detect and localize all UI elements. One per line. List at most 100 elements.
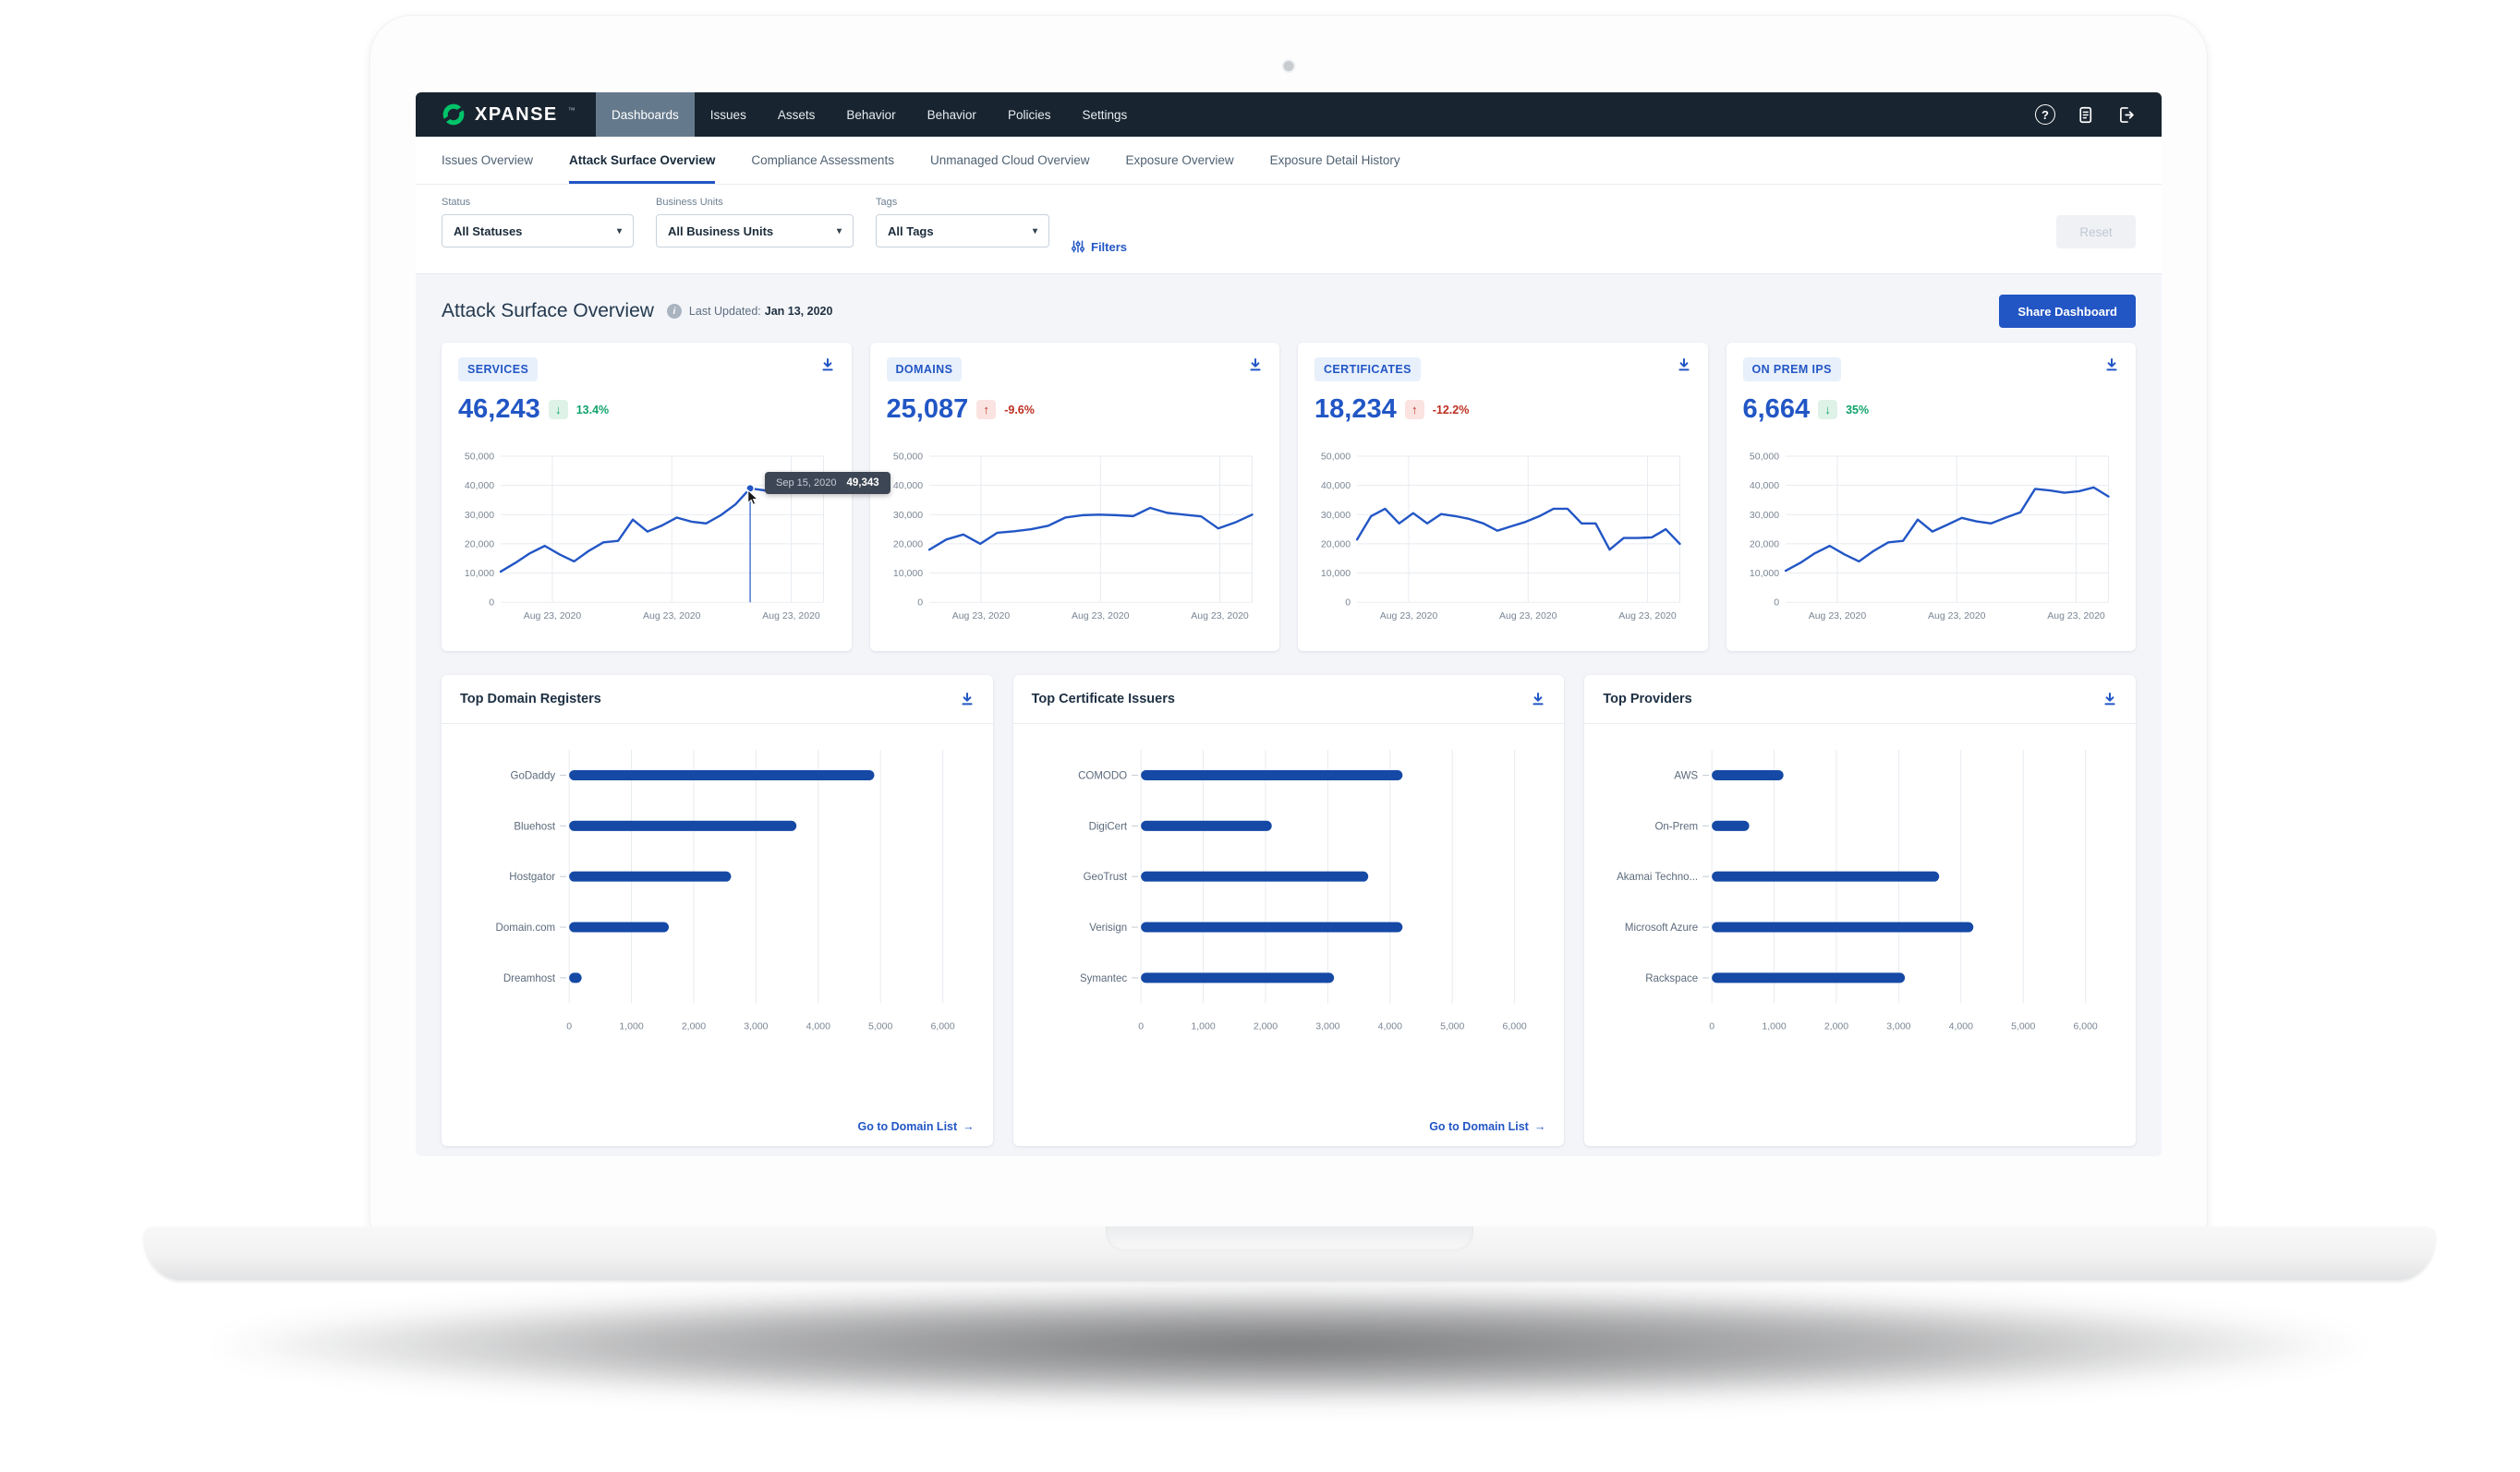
svg-text:Bluehost: Bluehost [514,821,556,832]
svg-text:20,000: 20,000 [465,538,494,549]
nav-item-settings[interactable]: Settings [1082,107,1128,122]
kpi-card-services: SERVICES 46,243 ↓ 13.4% Aug 23, 2020 Aug … [442,343,890,651]
svg-text:10,000: 10,000 [465,568,494,579]
kpi-label: CERTIFICATES [1315,357,1421,381]
download-icon[interactable] [960,692,975,706]
svg-text:40,000: 40,000 [892,480,922,491]
svg-text:Rackspace: Rackspace [1646,973,1699,984]
status-dropdown[interactable]: All Statuses ▾ [442,214,634,247]
sliders-icon [1072,240,1084,253]
dashboard-tabs: Issues Overview Attack Surface Overview … [416,137,2162,185]
svg-text:Symantec: Symantec [1080,973,1127,984]
chart-tooltip: Sep 15, 2020 49,343 [765,472,890,494]
nav-item-policies[interactable]: Policies [1007,107,1051,122]
kpi-delta: -12.2% [1432,403,1470,416]
mouse-cursor-icon [744,489,761,506]
info-icon[interactable]: i [666,304,682,319]
kpi-label: DOMAINS [886,357,963,381]
nav-item-dashboards[interactable]: Dashboards [596,92,695,137]
svg-text:Aug 23, 2020: Aug 23, 2020 [1072,610,1130,621]
svg-text:4,000: 4,000 [806,1020,830,1032]
on-prem-ips-trend-chart[interactable]: Aug 23, 2020 Aug 23, 2020 Aug 23, 2020 50,0… [1743,449,2120,624]
arrow-right-icon: → [963,1120,975,1133]
download-icon[interactable] [1677,357,1691,372]
tab-attack-surface-overview[interactable]: Attack Surface Overview [569,137,716,184]
svg-text:Hostgator: Hostgator [509,872,555,883]
download-icon[interactable] [2102,692,2117,706]
tab-unmanaged-cloud-overview[interactable]: Unmanaged Cloud Overview [929,153,1090,167]
nav-item-issues[interactable]: Issues [709,107,746,122]
svg-text:20,000: 20,000 [1749,538,1778,549]
card-title: Top Certificate Issuers [1031,692,1175,706]
business-units-dropdown[interactable]: All Business Units ▾ [656,214,854,247]
svg-text:6,000: 6,000 [930,1020,954,1032]
nav-item-assets[interactable]: Assets [777,107,816,122]
domains-trend-chart[interactable]: Aug 23, 2020 Aug 23, 2020 Aug 23, 2020 50,0… [887,449,1264,624]
kpi-label: SERVICES [458,357,539,381]
svg-text:30,000: 30,000 [892,510,922,521]
download-icon[interactable] [820,357,835,372]
certificates-trend-chart[interactable]: Aug 23, 2020 Aug 23, 2020 Aug 23, 2020 50,0… [1315,449,1691,624]
download-icon[interactable] [1248,357,1263,372]
kpi-card-domains: DOMAINS 25,087 ↑ -9.6% Aug 23, 2020 Aug 2… [869,343,1279,651]
brand-name: XPANSE [475,103,558,125]
page-title: Attack Surface Overview [442,300,654,321]
go-to-domain-list-link[interactable]: Go to Domain List → [1429,1120,1546,1133]
download-icon[interactable] [2104,357,2119,372]
laptop-base-notch [1106,1226,1473,1251]
svg-text:Aug 23, 2020: Aug 23, 2020 [1618,610,1677,621]
svg-text:2,000: 2,000 [1824,1020,1848,1032]
tab-exposure-overview[interactable]: Exposure Overview [1125,153,1234,167]
svg-text:0: 0 [1710,1020,1715,1032]
kpi-delta: -9.6% [1004,403,1035,416]
svg-text:30,000: 30,000 [1321,510,1351,521]
trend-up-icon: ↑ [1404,400,1424,419]
svg-text:Aug 23, 2020: Aug 23, 2020 [1928,610,1986,621]
svg-text:Aug 23, 2020: Aug 23, 2020 [951,610,1010,621]
docs-icon[interactable] [2074,103,2096,126]
page-header: Attack Surface Overview i Last Updated: J… [442,293,2136,330]
svg-text:4,000: 4,000 [1377,1020,1401,1032]
kpi-row: SERVICES 46,243 ↓ 13.4% Aug 23, 2020 Aug … [442,343,2136,651]
download-icon[interactable] [1531,692,1545,706]
tab-issues-overview[interactable]: Issues Overview [442,153,534,167]
svg-text:40,000: 40,000 [1321,480,1351,491]
tab-exposure-detail-history[interactable]: Exposure Detail History [1269,153,1400,167]
svg-text:10,000: 10,000 [1749,568,1778,579]
svg-text:0: 0 [566,1020,572,1032]
share-dashboard-button[interactable]: Share Dashboard [1999,295,2136,328]
tab-compliance-assessments[interactable]: Compliance Assessments [751,153,894,167]
card-title: Top Providers [1603,692,1692,706]
top-providers-card: Top Providers 0 1,000 2,000 3,000 4,000 5,000… [1584,675,2136,1146]
tags-dropdown[interactable]: All Tags ▾ [876,214,1049,247]
top-certificate-issuers-card: Top Certificate Issuers 0 1,000 2,000 3,000… [1012,675,1565,1146]
svg-text:10,000: 10,000 [892,568,922,579]
providers-bar-chart[interactable]: 0 1,000 2,000 3,000 4,000 5,000 6,000 AWS On-Pre… [1603,737,2117,1042]
svg-text:GoDaddy: GoDaddy [511,770,556,781]
reset-button[interactable]: Reset [2056,215,2136,248]
logout-icon[interactable] [2114,103,2136,126]
svg-text:40,000: 40,000 [1749,480,1778,491]
services-trend-chart[interactable]: Aug 23, 2020 Aug 23, 2020 Aug 23, 2020 50,0… [458,449,835,624]
brand-trademark: ™ [567,105,575,115]
kpi-card-certificates: CERTIFICATES 18,234 ↑ -12.2% Aug 23, 202… [1298,343,1708,651]
kpi-delta: 13.4% [575,403,610,416]
help-icon[interactable]: ? [2034,103,2056,126]
top-domain-registers-card: Top Domain Registers 0 1,000 2,000 3,000 4,0… [442,675,993,1146]
tags-filter-label: Tags [876,197,898,208]
certificate-issuers-bar-chart[interactable]: 0 1,000 2,000 3,000 4,000 5,000 6,000 COMODO Dig… [1032,737,1546,1042]
business-units-filter-label: Business Units [656,197,723,208]
svg-text:2,000: 2,000 [1253,1020,1277,1032]
nav-item-behavior-2[interactable]: Behavior [927,107,976,122]
go-to-domain-list-link[interactable]: Go to Domain List → [857,1120,975,1133]
svg-text:On-Prem: On-Prem [1655,821,1699,832]
svg-text:20,000: 20,000 [1321,538,1351,549]
svg-text:30,000: 30,000 [465,510,494,521]
filters-link[interactable]: Filters [1072,230,1127,263]
domain-registers-bar-chart[interactable]: 0 1,000 2,000 3,000 4,000 5,000 6,000 GoDaddy Bl… [460,737,975,1042]
svg-text:3,000: 3,000 [744,1020,768,1032]
svg-text:Akamai Techno...: Akamai Techno... [1617,872,1698,883]
svg-text:Aug 23, 2020: Aug 23, 2020 [762,610,820,621]
svg-text:COMODO: COMODO [1078,770,1127,781]
nav-item-behavior-1[interactable]: Behavior [846,107,896,122]
